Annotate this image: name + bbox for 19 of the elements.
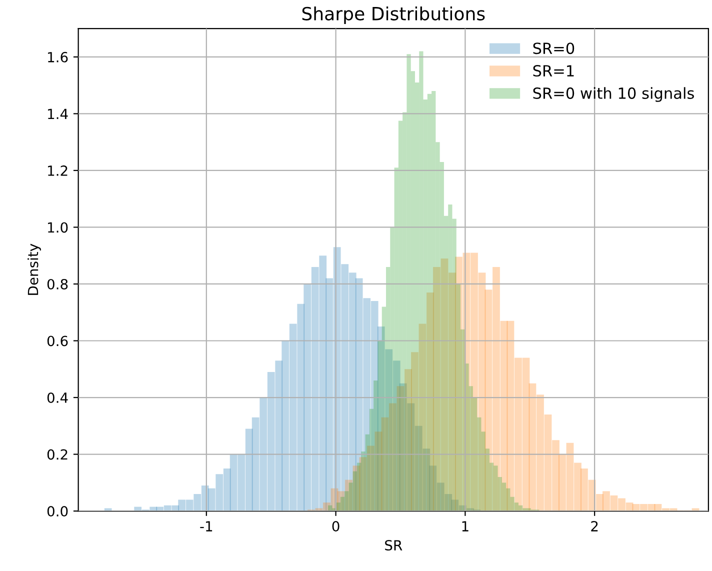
- x-axis-title: SR: [385, 540, 402, 551]
- x-tick-label: 0: [332, 521, 340, 532]
- y-tick-label: 0.4: [47, 392, 68, 403]
- x-tick-label: -1: [200, 521, 212, 532]
- x-tick-label: 2: [591, 521, 598, 532]
- chart-title: Sharpe Distributions: [302, 6, 485, 24]
- y-tick-label: 1.0: [48, 222, 68, 233]
- y-tick-label: 0.2: [47, 449, 68, 460]
- legend-label: SR=1: [533, 64, 574, 77]
- y-tick-label: 0.6: [47, 336, 68, 346]
- legend-label: SR=0 with 10 signals: [533, 87, 694, 102]
- y-axis-title: Density: [28, 244, 41, 295]
- legend-label: SR=0: [533, 42, 574, 54]
- y-tick-label: 1.4: [48, 108, 68, 119]
- y-tick-label: 0.8: [47, 278, 68, 290]
- x-tick-label: 1: [462, 521, 468, 532]
- y-tick-label: 1.2: [48, 165, 68, 176]
- y-tick-label: 0.0: [47, 506, 68, 517]
- y-tick-label: 1.6: [48, 52, 68, 62]
